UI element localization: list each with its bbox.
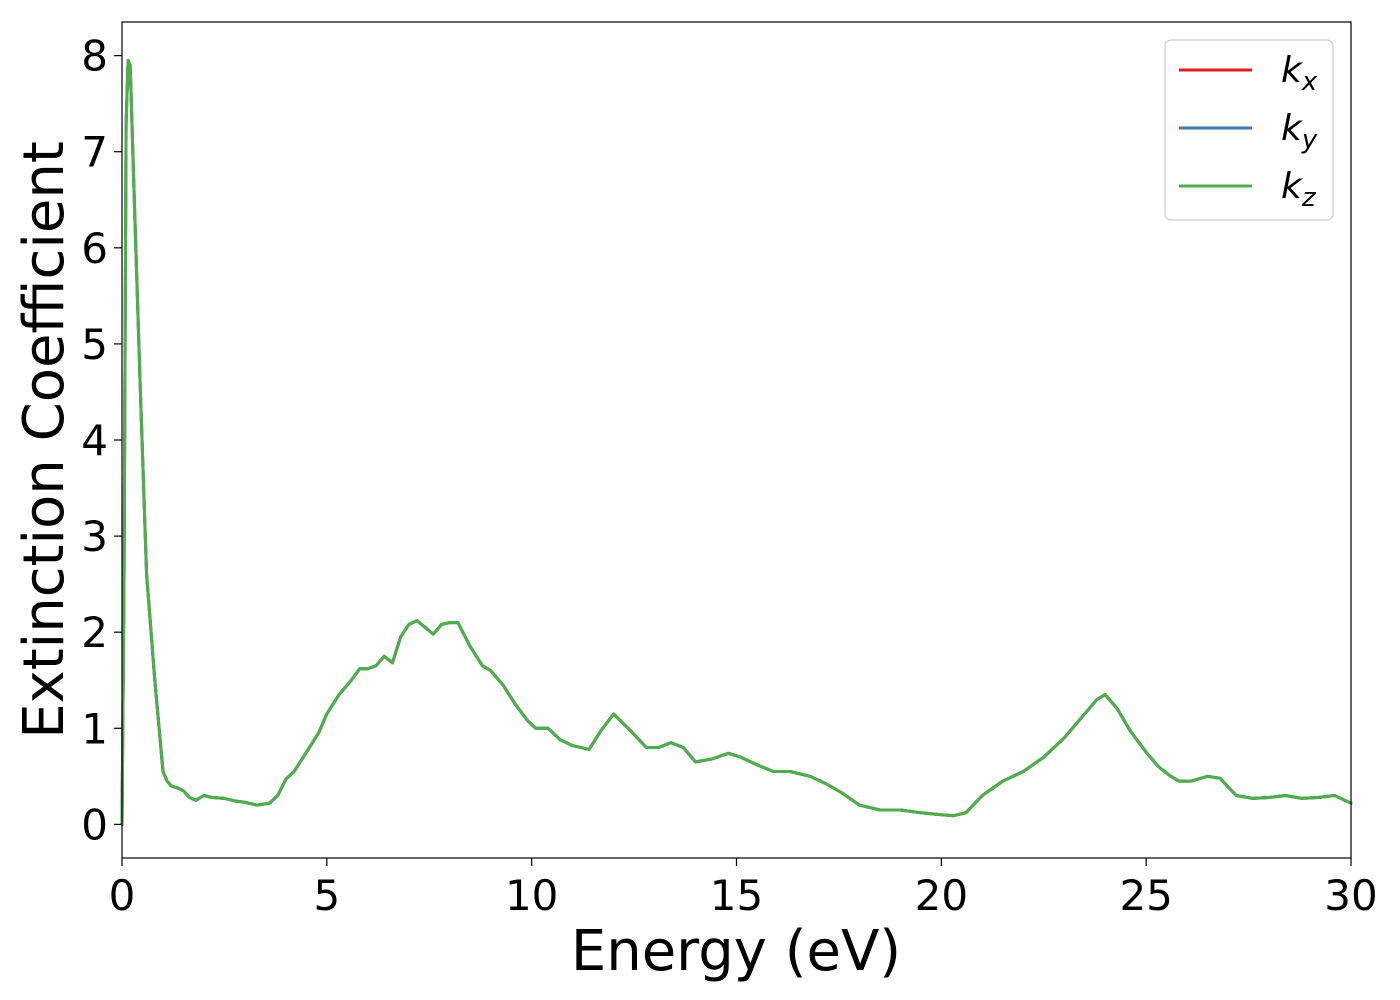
series-layer	[120, 58, 1353, 826]
x-tick-label: 25	[1119, 871, 1172, 920]
x-tick-label: 20	[915, 871, 968, 920]
x-axis-label: Energy (eV)	[571, 919, 901, 984]
y-tick-label: 1	[81, 704, 108, 753]
y-tick-label: 2	[81, 608, 108, 657]
series-line-kz	[120, 58, 1353, 826]
y-axis: 0 1 2 3 4 5 6 7 8	[81, 32, 122, 849]
y-tick-label: 6	[81, 224, 108, 273]
y-axis-label: Extinction Coefficient	[12, 141, 77, 739]
x-axis: 0 5 10 15 20 25 30	[109, 858, 1378, 920]
x-tick-label: 0	[109, 871, 136, 920]
y-tick-label: 7	[81, 128, 108, 177]
y-tick-label: 5	[81, 320, 108, 369]
y-tick-label: 4	[81, 416, 108, 465]
legend-label-kx: kx	[1281, 50, 1318, 97]
x-tick-label: 10	[505, 871, 558, 920]
y-tick-label: 3	[81, 512, 108, 561]
legend-box	[1164, 39, 1334, 221]
legend: kx ky kz	[1164, 39, 1334, 221]
y-tick-label: 0	[81, 800, 108, 849]
legend-label-ky: ky	[1281, 108, 1318, 155]
x-tick-label: 5	[313, 871, 340, 920]
x-tick-label: 30	[1324, 871, 1377, 920]
x-tick-label: 15	[710, 871, 763, 920]
legend-label-kz: kz	[1281, 166, 1317, 213]
y-tick-label: 8	[81, 32, 108, 81]
